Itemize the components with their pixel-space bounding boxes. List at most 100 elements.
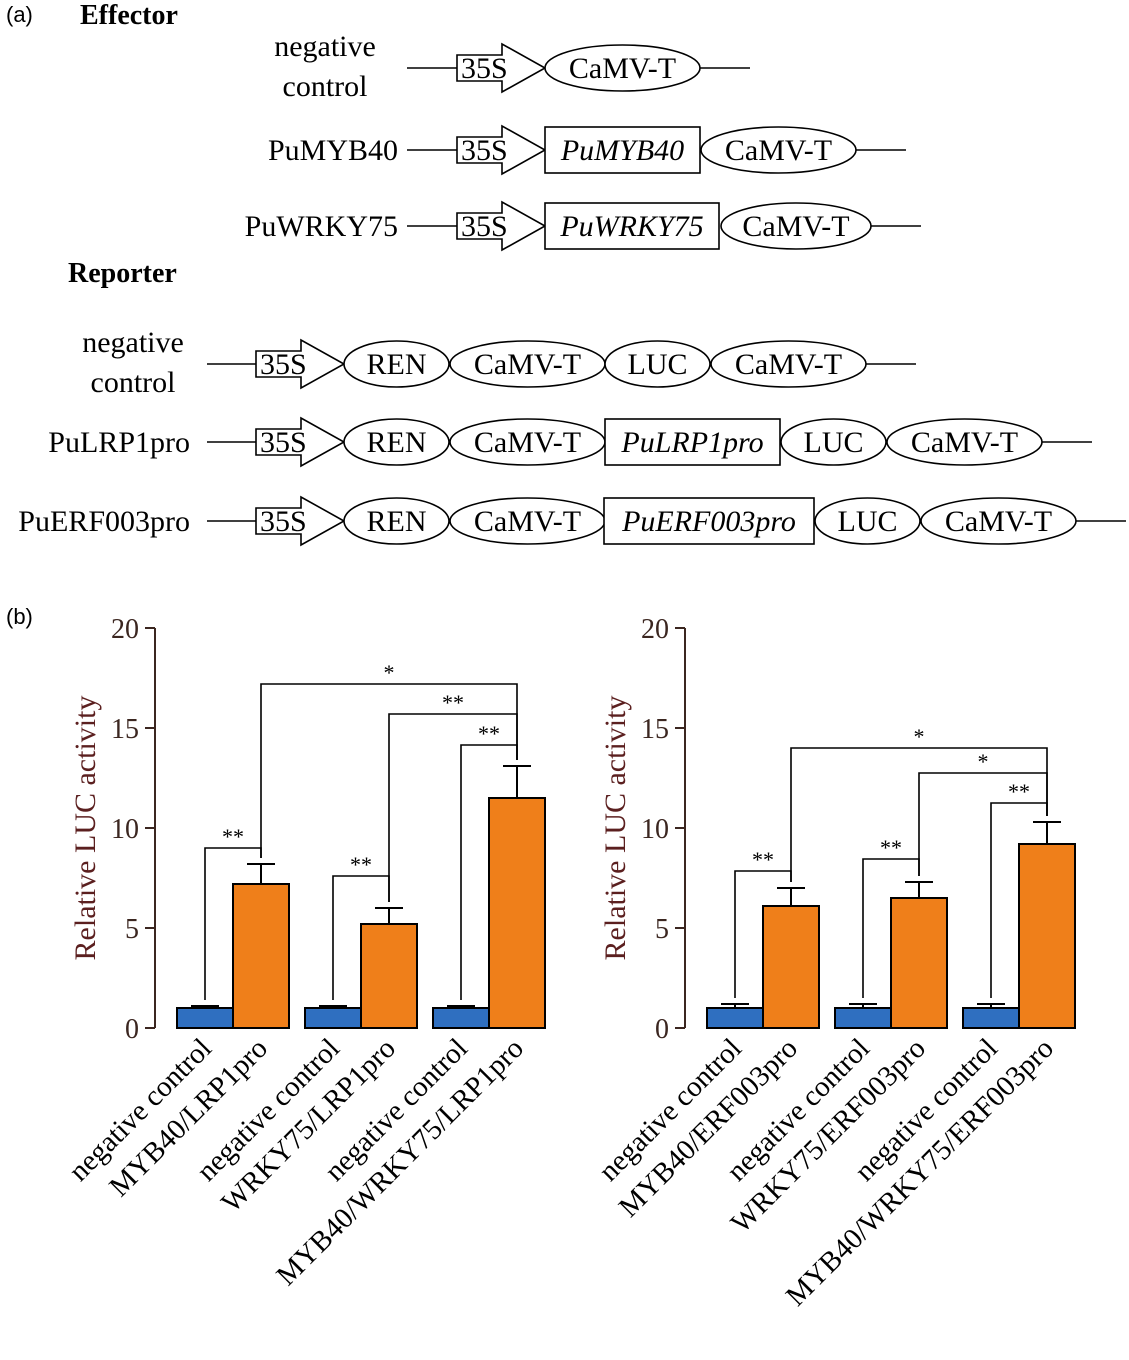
gene-label: PuERF003pro bbox=[621, 505, 796, 538]
element-label: REN bbox=[367, 426, 427, 459]
element-ellipse bbox=[780, 418, 887, 466]
gene-box bbox=[604, 418, 781, 466]
y-tick-label: 5 bbox=[655, 914, 669, 945]
gene-label: PuWRKY75 bbox=[559, 210, 703, 243]
bar-treatment bbox=[762, 905, 820, 1029]
element-ellipse bbox=[343, 497, 450, 545]
significance-label: * bbox=[914, 724, 925, 749]
promoter-label: 35S bbox=[260, 348, 307, 381]
bar-control bbox=[706, 1007, 764, 1029]
construct-label: negative bbox=[274, 30, 376, 63]
element-label: CaMV-T bbox=[474, 348, 581, 381]
bar-control bbox=[834, 1007, 892, 1029]
bar-treatment bbox=[360, 923, 418, 1029]
promoter-label: 35S bbox=[461, 52, 508, 85]
element-ellipse bbox=[544, 44, 701, 92]
y-tick-label: 10 bbox=[641, 814, 669, 845]
element-label: CaMV-T bbox=[735, 348, 842, 381]
element-label: CaMV-T bbox=[742, 210, 849, 243]
element-ellipse bbox=[343, 340, 450, 388]
effector-construct-1: PuMYB40 35S PuMYB40 CaMV-T bbox=[268, 124, 906, 176]
bar-treatment bbox=[890, 897, 948, 1029]
significance-label: ** bbox=[222, 824, 244, 849]
gene-box bbox=[544, 126, 701, 174]
construct-label: control bbox=[91, 366, 176, 399]
panel-a-label: (a) bbox=[6, 2, 33, 27]
element-ellipse bbox=[700, 126, 857, 174]
significance-label: ** bbox=[880, 835, 902, 860]
reporter-header: Reporter bbox=[68, 258, 177, 289]
gene-box bbox=[603, 497, 815, 545]
reporter-construct-0: negative control 35S REN CaMV-T LUC CaMV-T bbox=[82, 326, 916, 399]
bar-control bbox=[962, 1007, 1020, 1029]
reporter-construct-1: PuLRP1pro 35S REN CaMV-T PuLRP1pro LUC CaMV-T bbox=[48, 416, 1092, 468]
promoter-label: 35S bbox=[260, 426, 307, 459]
y-axis-label: Relative LUC activity bbox=[599, 696, 632, 961]
significance-bracket bbox=[790, 747, 1048, 882]
promoter-arrow bbox=[255, 495, 346, 547]
promoter-arrow bbox=[456, 42, 547, 94]
element-label: REN bbox=[367, 348, 427, 381]
bar-control bbox=[432, 1007, 490, 1029]
effector-construct-2: PuWRKY75 35S PuWRKY75 CaMV-T bbox=[245, 200, 921, 252]
significance-bracket bbox=[260, 683, 518, 858]
significance-label: * bbox=[978, 749, 989, 774]
significance-label: ** bbox=[478, 721, 500, 746]
y-axis-label: Relative LUC activity bbox=[69, 696, 102, 961]
promoter-label: 35S bbox=[461, 210, 508, 243]
significance-label: ** bbox=[1008, 779, 1030, 804]
promoter-arrow bbox=[456, 200, 547, 252]
element-ellipse bbox=[920, 497, 1077, 545]
effector-construct-0: negative control 35S CaMV-T bbox=[274, 30, 750, 103]
bar-treatment bbox=[232, 883, 290, 1029]
construct-label: PuWRKY75 bbox=[245, 210, 398, 243]
element-ellipse bbox=[710, 340, 867, 388]
promoter-label: 35S bbox=[260, 505, 307, 538]
bar-control bbox=[304, 1007, 362, 1029]
y-tick-label: 15 bbox=[111, 714, 139, 745]
promoter-label: 35S bbox=[461, 134, 508, 167]
panel-b-label: (b) bbox=[6, 604, 33, 629]
y-tick-label: 0 bbox=[125, 1014, 139, 1045]
gene-label: PuMYB40 bbox=[560, 134, 684, 167]
y-tick-label: 5 bbox=[125, 914, 139, 945]
element-label: LUC bbox=[838, 505, 898, 538]
bar-control bbox=[176, 1007, 234, 1029]
y-tick-label: 0 bbox=[655, 1014, 669, 1045]
construct-label: control bbox=[283, 70, 368, 103]
effector-header: Effector bbox=[80, 0, 178, 31]
significance-label: ** bbox=[350, 852, 372, 877]
y-tick-label: 20 bbox=[111, 614, 139, 645]
gene-box bbox=[544, 202, 720, 250]
element-ellipse bbox=[886, 418, 1043, 466]
construct-label: PuMYB40 bbox=[268, 134, 398, 167]
y-tick-label: 15 bbox=[641, 714, 669, 745]
element-label: LUC bbox=[804, 426, 864, 459]
y-tick-label: 10 bbox=[111, 814, 139, 845]
significance-label: ** bbox=[752, 847, 774, 872]
element-label: CaMV-T bbox=[945, 505, 1052, 538]
significance-label: ** bbox=[442, 690, 464, 715]
construct-label: negative bbox=[82, 326, 184, 359]
element-ellipse bbox=[343, 418, 450, 466]
element-ellipse bbox=[720, 202, 872, 250]
y-tick-label: 20 bbox=[641, 614, 669, 645]
gene-label: PuLRP1pro bbox=[620, 426, 763, 459]
element-label: CaMV-T bbox=[725, 134, 832, 167]
element-label: REN bbox=[367, 505, 427, 538]
element-label: CaMV-T bbox=[569, 52, 676, 85]
element-label: CaMV-T bbox=[911, 426, 1018, 459]
construct-label: PuERF003pro bbox=[18, 505, 190, 538]
construct-label: PuLRP1pro bbox=[48, 426, 190, 459]
promoter-arrow bbox=[255, 416, 346, 468]
reporter-construct-2: PuERF003pro 35S REN CaMV-T PuERF003pro LUC CaM… bbox=[18, 495, 1126, 547]
element-label: LUC bbox=[628, 348, 688, 381]
element-label: CaMV-T bbox=[474, 426, 581, 459]
bar-treatment bbox=[1018, 843, 1076, 1029]
element-ellipse bbox=[814, 497, 921, 545]
bar-treatment bbox=[488, 797, 546, 1029]
